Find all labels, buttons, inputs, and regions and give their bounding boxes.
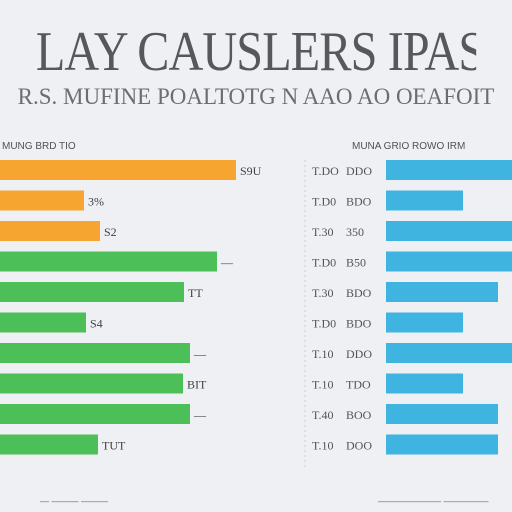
left-bar-label-7: BIT <box>187 378 207 392</box>
left-bar-0 <box>0 160 236 180</box>
right-bar-7 <box>386 373 463 394</box>
left-bar-6 <box>0 343 190 363</box>
left-bar-2 <box>0 221 100 241</box>
right-category-secondary-2: 350 <box>346 225 364 239</box>
right-category-4: T.30 <box>312 286 333 300</box>
left-bar-3 <box>0 251 217 272</box>
left-bar-label-9: TUT <box>102 439 126 453</box>
left-bar-7 <box>0 373 183 394</box>
right-category-5: T.D0 <box>312 317 336 331</box>
left-bar-1 <box>0 190 84 211</box>
left-bar-label-6: — <box>193 347 207 361</box>
left-bar-4 <box>0 282 184 302</box>
left-bar-5 <box>0 312 86 333</box>
left-panel-label: MUNG BRD TIO <box>2 141 76 152</box>
footer-left: — ——— ——— <box>40 496 109 506</box>
right-panel-label: MUNA GRIO ROWO IRM <box>352 141 466 152</box>
right-bar-2 <box>386 221 512 241</box>
left-bar-8 <box>0 404 190 424</box>
right-bar-9 <box>386 434 498 455</box>
right-category-1: T.D0 <box>312 195 336 209</box>
right-category-7: T.10 <box>312 378 333 392</box>
right-bar-6 <box>386 343 512 363</box>
left-bar-label-0: S9U <box>240 164 262 178</box>
right-category-2: T.30 <box>312 225 333 239</box>
right-bar-5 <box>386 312 463 333</box>
left-bar-label-4: TT <box>188 286 203 300</box>
right-category-secondary-7: TDO <box>346 378 371 392</box>
left-bar-label-1: 3% <box>88 195 104 209</box>
left-bar-label-8: — <box>193 408 207 422</box>
right-category-secondary-3: B50 <box>346 256 366 270</box>
chart-subtitle: R.S. MUFINE POALTOTG N AAO AO OEAFOIT <box>17 84 495 109</box>
right-category-secondary-6: DDO <box>346 347 372 361</box>
left-bar-label-3: — <box>220 256 234 270</box>
chart-title: LAY CAUSLERS IPASE <box>35 22 477 82</box>
left-bar-label-2: S2 <box>104 225 117 239</box>
right-bar-0 <box>386 160 512 180</box>
right-bar-4 <box>386 282 498 302</box>
right-bar-3 <box>386 251 512 272</box>
right-category-8: T.40 <box>312 408 333 422</box>
right-category-secondary-9: DOO <box>346 439 372 453</box>
right-category-0: T.DO <box>312 164 339 178</box>
right-category-3: T.D0 <box>312 256 336 270</box>
right-category-secondary-0: DDO <box>346 164 372 178</box>
footer-right: ——————— ————— <box>378 496 489 506</box>
right-bar-8 <box>386 404 498 424</box>
right-category-secondary-1: BDO <box>346 195 372 209</box>
right-bar-1 <box>386 190 463 211</box>
right-category-secondary-5: BDO <box>346 317 372 331</box>
right-category-secondary-8: BOO <box>346 408 372 422</box>
right-category-secondary-4: BDO <box>346 286 372 300</box>
right-category-9: T.10 <box>312 439 333 453</box>
right-category-6: T.10 <box>312 347 333 361</box>
left-bar-9 <box>0 434 98 455</box>
left-bar-label-5: S4 <box>90 317 103 331</box>
